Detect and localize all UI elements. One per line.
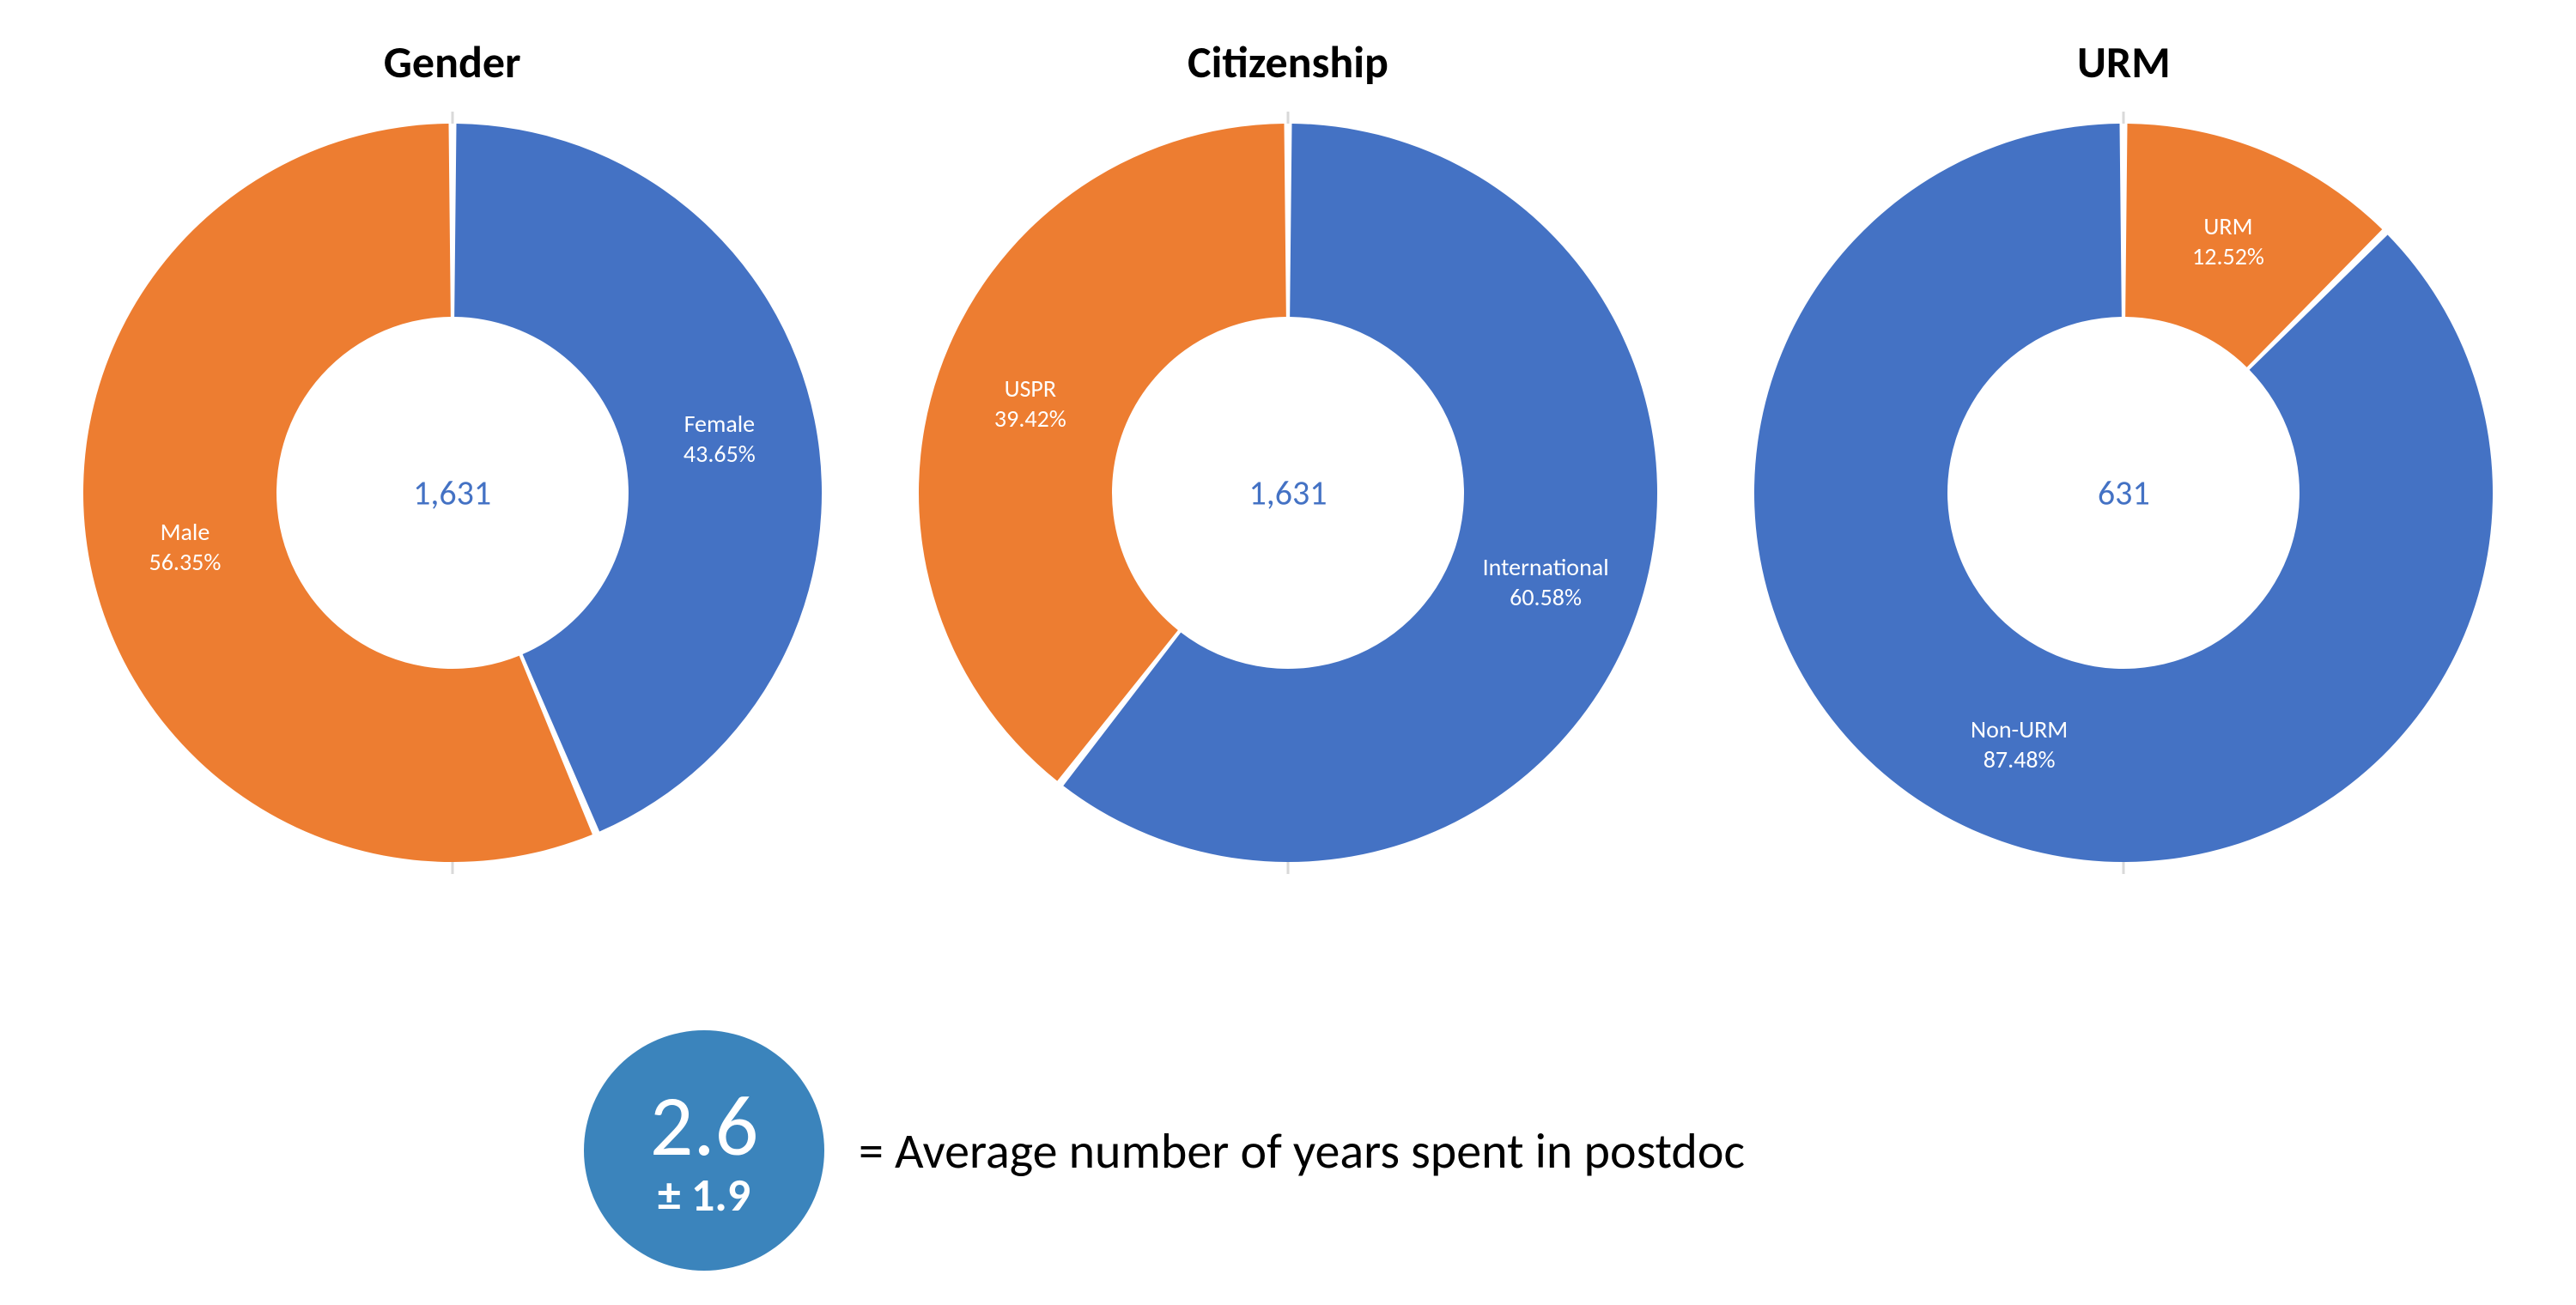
stat-row: 2.6 ± 1.9 = Average number of years spen… bbox=[584, 1030, 1745, 1271]
slice-label-non-urm: Non-URM87.48% bbox=[1971, 714, 2068, 774]
donut-labels-citizenship: International60.58% USPR39.42% bbox=[902, 106, 1674, 879]
donut-urm: 631 URM12.52%Non-URM87.48% bbox=[1737, 106, 2510, 879]
chart-title-urm: URM bbox=[2077, 34, 2171, 89]
slice-label-male: Male56.35% bbox=[149, 517, 222, 577]
donut-citizenship: 1,631 International60.58%USPR39.42% bbox=[902, 106, 1674, 879]
chart-urm: URM 631 URM12.52%Non-URM87.48% bbox=[1737, 34, 2510, 879]
chart-title-gender: Gender bbox=[384, 34, 521, 89]
donut-labels-gender: Female43.65% Male56.35% bbox=[66, 106, 839, 879]
slice-label-international: International60.58% bbox=[1483, 552, 1609, 612]
donut-gender: 1,631 Female43.65%Male56.35% bbox=[66, 106, 839, 879]
stat-value: 2.6 bbox=[650, 1081, 759, 1171]
chart-citizenship: Citizenship 1,631 International60.58%USP… bbox=[902, 34, 1674, 879]
chart-gender: Gender 1,631 Female43.65%Male56.35% bbox=[66, 34, 839, 879]
stat-caption: = Average number of years spent in postd… bbox=[859, 1120, 1745, 1181]
slice-label-female: Female43.65% bbox=[683, 409, 756, 469]
chart-title-citizenship: Citizenship bbox=[1188, 34, 1388, 89]
slice-label-urm: URM12.52% bbox=[2192, 211, 2264, 271]
slice-label-uspr: USPR39.42% bbox=[994, 373, 1066, 434]
stat-plusminus: ± 1.9 bbox=[658, 1171, 750, 1220]
charts-row: Gender 1,631 Female43.65%Male56.35% Citi… bbox=[0, 0, 2576, 879]
stat-circle: 2.6 ± 1.9 bbox=[584, 1030, 824, 1271]
donut-labels-urm: URM12.52% Non-URM87.48% bbox=[1737, 106, 2510, 879]
